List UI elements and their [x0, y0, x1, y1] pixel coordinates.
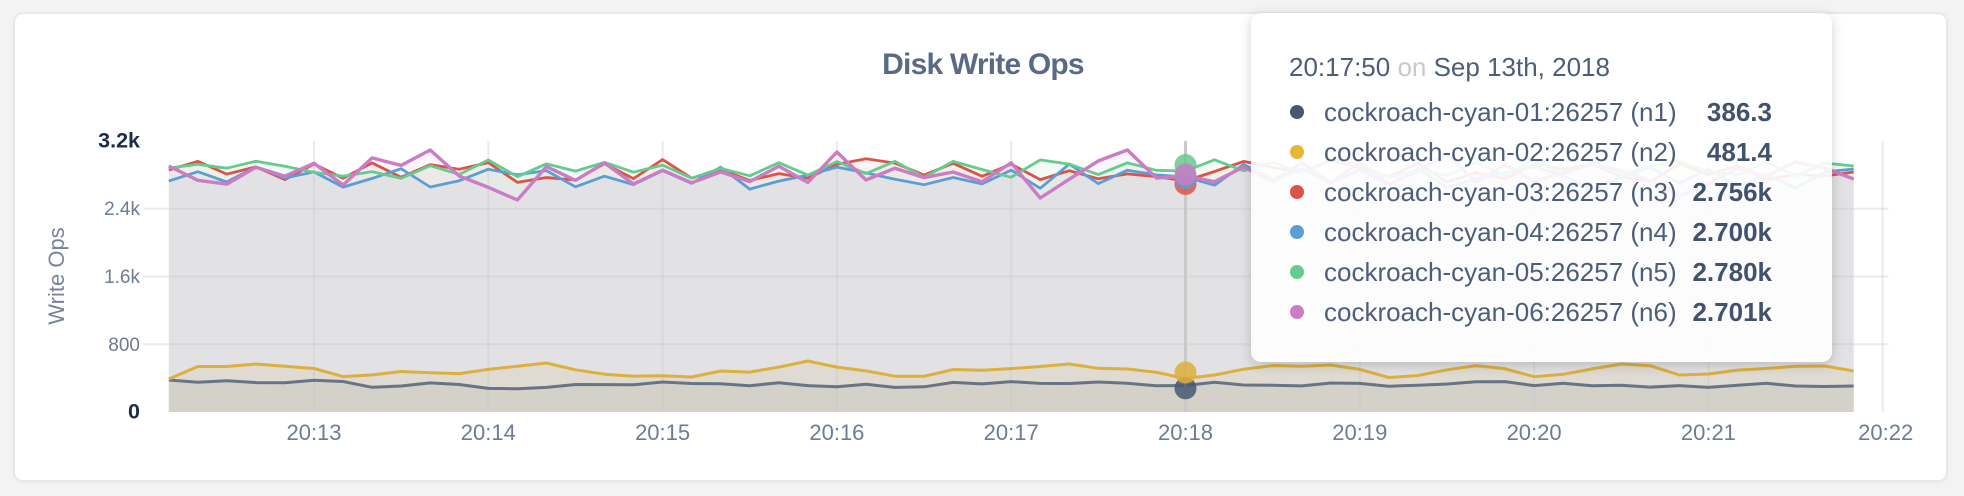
svg-text:20:14: 20:14: [461, 420, 516, 445]
svg-text:20:17: 20:17: [984, 420, 1039, 445]
svg-text:20:22: 20:22: [1858, 420, 1913, 445]
svg-text:Write Ops: Write Ops: [44, 227, 69, 324]
svg-text:2.4k: 2.4k: [104, 199, 140, 220]
svg-text:20:16: 20:16: [809, 420, 864, 445]
svg-text:Disk Write Ops: Disk Write Ops: [882, 48, 1084, 81]
svg-text:20:13: 20:13: [286, 420, 341, 445]
svg-text:20:19: 20:19: [1332, 420, 1387, 445]
svg-text:20:20: 20:20: [1507, 420, 1562, 445]
svg-text:1.6k: 1.6k: [104, 267, 140, 288]
svg-text:800: 800: [108, 335, 140, 356]
svg-text:20:15: 20:15: [635, 420, 690, 445]
svg-text:3.2k: 3.2k: [98, 129, 140, 153]
svg-text:20:18: 20:18: [1158, 420, 1213, 445]
svg-text:20:21: 20:21: [1681, 420, 1736, 445]
svg-text:0: 0: [128, 400, 140, 424]
